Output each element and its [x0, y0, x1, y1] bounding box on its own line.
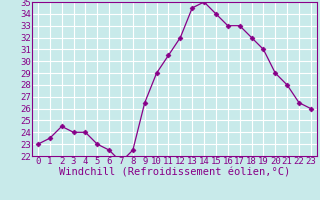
X-axis label: Windchill (Refroidissement éolien,°C): Windchill (Refroidissement éolien,°C): [59, 168, 290, 178]
